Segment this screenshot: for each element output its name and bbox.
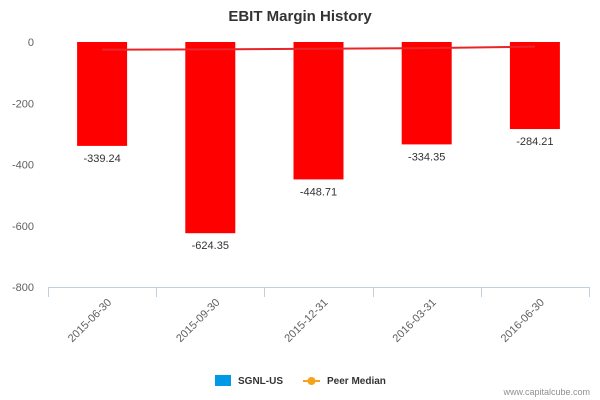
y-tick-label: -600	[12, 221, 34, 233]
legend-label-sgnl[interactable]: SGNL-US	[238, 376, 283, 387]
legend: SGNL-US Peer Median	[215, 375, 386, 387]
line-series	[102, 45, 535, 51]
data-label: -284.21	[516, 136, 553, 148]
bar[interactable]	[77, 42, 128, 146]
x-tick-label: 2016-03-31	[391, 297, 439, 345]
x-tick-label: 2015-09-30	[174, 297, 222, 345]
bar[interactable]	[185, 42, 236, 234]
bar-series	[77, 42, 560, 234]
x-tick-label: 2015-12-31	[282, 297, 330, 345]
chart-title: EBIT Margin History	[228, 8, 372, 25]
data-label: -334.35	[408, 151, 445, 163]
legend-label-peer-median[interactable]: Peer Median	[327, 376, 386, 387]
y-tick-label: -400	[12, 160, 34, 172]
x-tick-label: 2015-06-30	[66, 297, 114, 345]
data-label: -448.71	[300, 186, 337, 198]
bar[interactable]	[401, 42, 452, 145]
data-label: -339.24	[83, 153, 120, 165]
y-tick-label: -800	[12, 282, 34, 294]
data-labels: -339.24 -624.35 -448.71 -334.35 -284.21	[83, 136, 553, 252]
bar[interactable]	[509, 42, 560, 130]
bar[interactable]	[293, 42, 344, 180]
x-tick-label: 2016-06-30	[499, 297, 547, 345]
y-axis: 0 -200 -400 -600 -800	[12, 37, 34, 294]
x-axis: 2015-06-30 2015-09-30 2015-12-31 2016-03-31…	[48, 287, 590, 345]
legend-swatch-sgnl[interactable]	[215, 375, 231, 386]
y-tick-label: -200	[12, 98, 34, 110]
y-tick-label: 0	[28, 37, 34, 49]
legend-marker-peer	[307, 377, 316, 385]
data-label: -624.35	[192, 240, 229, 252]
credit-text[interactable]: www.capitalcube.com	[502, 387, 590, 397]
peer-median-line[interactable]	[102, 45, 535, 51]
